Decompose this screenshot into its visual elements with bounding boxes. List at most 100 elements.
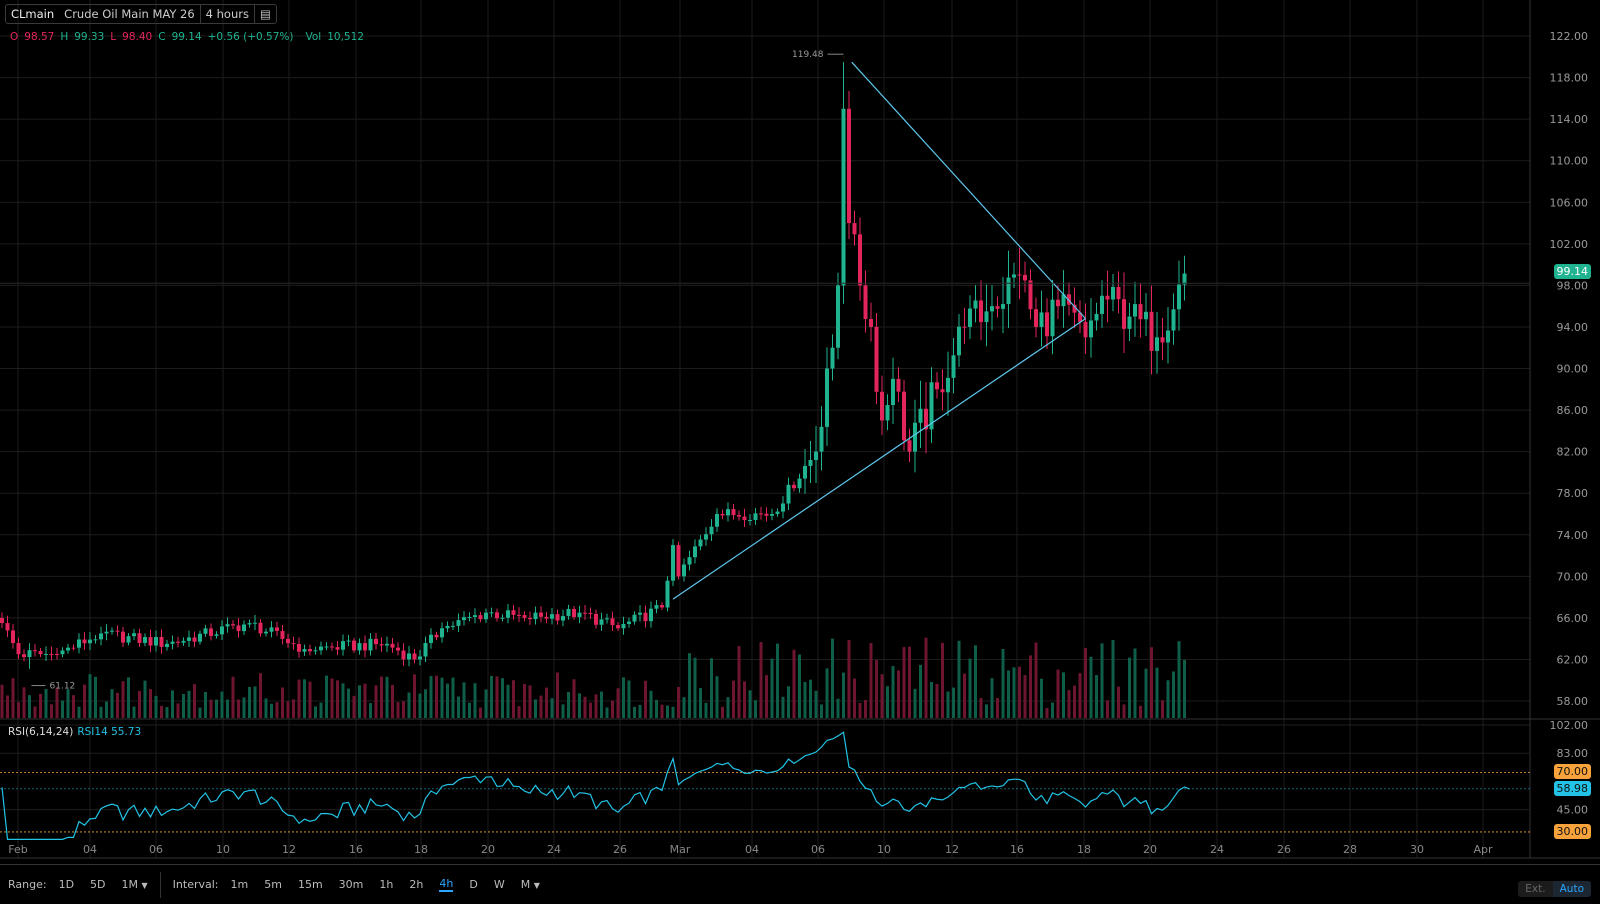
interval-d[interactable]: D bbox=[469, 878, 478, 891]
x-tick-label: 12 bbox=[282, 843, 296, 856]
change-value: +0.56 (+0.57%) bbox=[207, 31, 294, 43]
candle-body bbox=[187, 637, 191, 641]
volume-bar bbox=[589, 702, 592, 718]
volume-bar bbox=[759, 642, 763, 718]
interval-label[interactable]: 4 hours bbox=[199, 5, 254, 23]
candle-body bbox=[1061, 294, 1066, 307]
volume-bar bbox=[391, 684, 394, 718]
volume-bar bbox=[946, 691, 950, 718]
candle-body bbox=[676, 545, 681, 577]
interval-w[interactable]: W bbox=[493, 878, 505, 891]
ext-button[interactable]: Ext. bbox=[1518, 881, 1553, 897]
range-1d[interactable]: 1D bbox=[58, 878, 75, 891]
x-tick-label: 26 bbox=[613, 843, 627, 856]
volume-bar bbox=[176, 703, 180, 718]
candle-body bbox=[896, 378, 901, 392]
volume-bar bbox=[836, 698, 840, 718]
candle-body bbox=[451, 625, 455, 627]
candle-body bbox=[154, 636, 158, 646]
volume-bar bbox=[495, 676, 499, 718]
interval-5m[interactable]: 5m bbox=[264, 878, 282, 891]
candle-body bbox=[203, 628, 208, 634]
candle-body bbox=[814, 451, 818, 460]
low-value: 98.40 bbox=[122, 31, 153, 43]
candle-body bbox=[731, 509, 736, 516]
candle-body bbox=[913, 422, 917, 452]
volume-bar bbox=[1095, 675, 1098, 718]
candle-body bbox=[924, 408, 928, 430]
volume-bar bbox=[941, 642, 944, 718]
price-chart[interactable]: Feb 04 06 10 12 16 18 20 24 26 Mar 04 06 10 12 16 18 20 24… bbox=[0, 0, 1600, 864]
auto-button[interactable]: Auto bbox=[1552, 881, 1591, 897]
candle-body bbox=[797, 478, 802, 489]
volume-bar bbox=[930, 681, 933, 718]
range-5d[interactable]: 5D bbox=[90, 878, 106, 891]
candle-body bbox=[1067, 294, 1071, 305]
interval-30m[interactable]: 30m bbox=[338, 878, 364, 891]
candle-body bbox=[478, 615, 483, 620]
candle-body bbox=[819, 426, 824, 452]
volume-bar bbox=[352, 695, 356, 718]
candle-body bbox=[649, 608, 653, 622]
candle-body bbox=[1155, 337, 1159, 351]
volume-bar bbox=[193, 684, 196, 718]
volume-bar bbox=[281, 687, 284, 718]
candle-body bbox=[401, 650, 406, 660]
volume-bar bbox=[825, 668, 829, 718]
interval-15m[interactable]: 15m bbox=[297, 878, 323, 891]
symbol: CLmain bbox=[11, 7, 55, 21]
candle-body bbox=[374, 638, 378, 645]
interval-m[interactable]: M ▼ bbox=[521, 878, 540, 891]
candle-body bbox=[1039, 312, 1044, 327]
candle-body bbox=[49, 653, 54, 655]
price-tick-label: 98.00 bbox=[1557, 279, 1589, 292]
volume-bar bbox=[215, 699, 218, 718]
volume-bar bbox=[594, 694, 598, 718]
candle-body bbox=[720, 513, 725, 516]
volume-bar bbox=[198, 707, 202, 718]
candle-body bbox=[341, 641, 345, 650]
volume-bar bbox=[165, 707, 169, 718]
volume-bar bbox=[182, 694, 185, 718]
volume-bar bbox=[770, 658, 774, 718]
volume-bar bbox=[1040, 678, 1043, 718]
candle-body bbox=[1023, 274, 1027, 281]
candle-body bbox=[825, 368, 829, 427]
candle-body bbox=[1012, 274, 1016, 278]
candle-body bbox=[885, 405, 890, 421]
volume-bar bbox=[11, 678, 15, 718]
candle-body bbox=[847, 108, 851, 224]
x-tick-label: 24 bbox=[547, 843, 561, 856]
candle-body bbox=[269, 627, 274, 632]
candle-body bbox=[1083, 321, 1088, 338]
interval-2h[interactable]: 2h bbox=[409, 878, 424, 891]
candle-body bbox=[181, 640, 186, 643]
price-tick-label: 94.00 bbox=[1557, 321, 1589, 334]
candle-body bbox=[1045, 312, 1049, 337]
volume-bar bbox=[512, 680, 515, 718]
volume-bar bbox=[891, 666, 895, 718]
candle-body bbox=[1122, 299, 1126, 329]
volume-bar bbox=[220, 691, 224, 718]
candle-body bbox=[863, 285, 868, 320]
volume-bar bbox=[336, 680, 339, 718]
symbol-header[interactable]: CLmain Crude Oil Main MAY 26 4 hours ▤ bbox=[5, 4, 277, 24]
interval-4h[interactable]: 4h bbox=[439, 877, 454, 892]
list-icon[interactable]: ▤ bbox=[253, 5, 276, 23]
candle-body bbox=[66, 647, 70, 651]
volume-bar bbox=[1111, 640, 1115, 718]
interval-1m[interactable]: 1m bbox=[230, 878, 249, 891]
volume-bar bbox=[792, 649, 796, 718]
candle-body bbox=[489, 612, 494, 614]
volume-bar bbox=[451, 677, 455, 718]
range-1m[interactable]: 1M ▼ bbox=[122, 878, 148, 891]
volume-bar bbox=[435, 675, 438, 718]
interval-1h[interactable]: 1h bbox=[379, 878, 394, 891]
x-tick-label: 10 bbox=[216, 843, 230, 856]
candle-body bbox=[11, 630, 15, 644]
candle-body bbox=[319, 646, 323, 651]
candle-body bbox=[682, 564, 686, 577]
candle-body bbox=[621, 624, 626, 629]
candle-body bbox=[1182, 273, 1187, 285]
volume-bar bbox=[237, 699, 240, 718]
